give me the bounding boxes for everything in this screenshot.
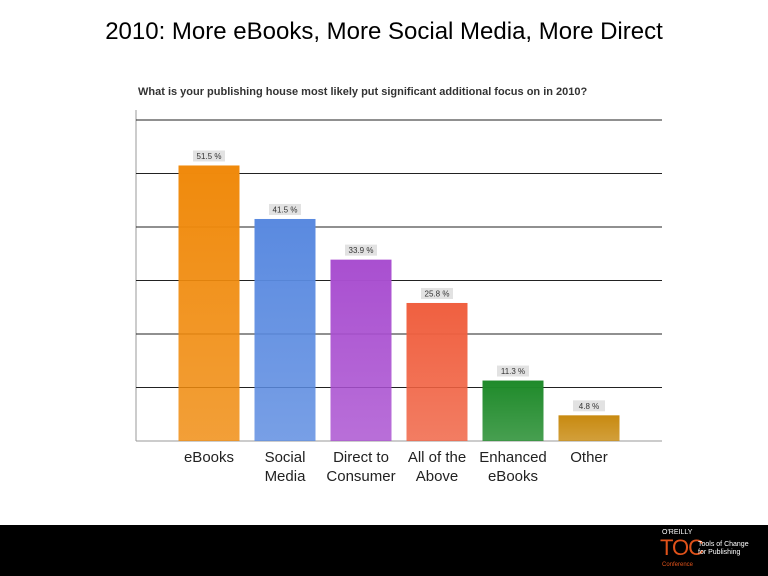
category-label-line: All of the — [407, 449, 467, 466]
logo-toc-text: TOC — [660, 535, 704, 560]
data-label-box — [269, 203, 301, 215]
category-label-line: Above — [415, 468, 459, 485]
logo-conference: Conference — [662, 562, 694, 568]
data-label: 4.8 % — [579, 402, 599, 411]
data-label-box — [421, 287, 453, 299]
bar — [406, 302, 468, 441]
bar — [330, 259, 392, 441]
category-label-line: Media — [264, 468, 306, 485]
footer-bar: O'REILLY TOC Tools of Change for Publish… — [0, 525, 768, 576]
data-label-box — [345, 244, 377, 256]
category-label: Social Media — [240, 448, 330, 486]
data-label: 25.8 % — [425, 289, 450, 298]
data-label: 33.9 % — [349, 246, 374, 255]
category-label: eBooks — [164, 448, 254, 467]
data-label-box — [193, 150, 225, 162]
data-label: 41.5 % — [273, 205, 298, 214]
category-label: Other — [544, 448, 634, 467]
category-label: Enhanced eBooks — [468, 448, 558, 486]
bar — [558, 415, 620, 441]
chart-title: What is your publishing house most likel… — [138, 86, 588, 98]
toc-logo: O'REILLY TOC Tools of Change for Publish… — [658, 529, 758, 573]
data-label-box — [573, 400, 605, 412]
data-label: 11.3 % — [501, 367, 525, 376]
category-label-line: Social — [264, 449, 306, 466]
logo-tagline: Tools of Change for Publishing — [698, 541, 749, 556]
category-label-line: Enhanced — [479, 449, 547, 466]
bar-chart: 51.5 % 41.5 % 33.9 % 25.8 % 11.3 % 4.8 % — [135, 110, 662, 442]
category-label-line: Consumer — [326, 468, 396, 485]
category-label-line: eBooks — [487, 468, 539, 485]
data-label: 51.5 % — [197, 152, 222, 161]
category-label-line: eBooks — [183, 449, 235, 466]
category-label: Direct to Consumer — [316, 448, 406, 486]
bar — [482, 380, 544, 441]
category-label: All of the Above — [392, 448, 482, 486]
data-label-box — [497, 365, 529, 377]
bar — [178, 165, 240, 441]
category-label-line: Other — [570, 449, 608, 466]
logo-oreilly-text: O'REILLY — [662, 529, 693, 536]
bar — [254, 218, 316, 441]
category-label-line: Direct to — [333, 449, 389, 466]
slide-title: 2010: More eBooks, More Social Media, Mo… — [105, 18, 663, 45]
